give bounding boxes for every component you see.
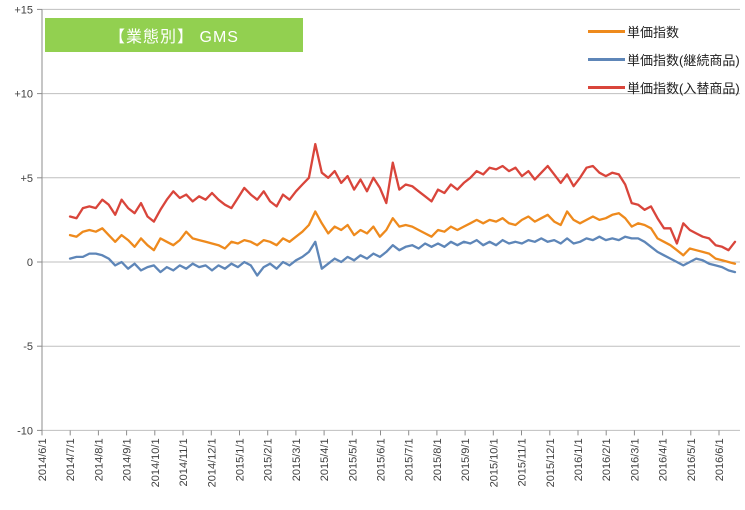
svg-text:2015/10/1: 2015/10/1	[488, 438, 500, 487]
svg-text:-10: -10	[17, 425, 33, 437]
legend-label: 単価指数(継続商品)	[627, 52, 740, 68]
chart-title: 【業態別】 GMS	[109, 29, 239, 46]
legend-line-swatch-blue	[588, 57, 625, 61]
legend-item-unit-price-index: 単価指数	[588, 17, 744, 45]
svg-text:2015/7/1: 2015/7/1	[404, 438, 416, 481]
legend-item-unit-price-index-replacement: 単価指数(入替商品)	[588, 73, 744, 101]
svg-text:2016/4/1: 2016/4/1	[658, 438, 670, 481]
svg-text:2015/5/1: 2015/5/1	[347, 438, 359, 481]
svg-text:2014/10/1: 2014/10/1	[150, 438, 162, 487]
legend-label: 単価指数	[627, 24, 680, 40]
svg-text:2016/5/1: 2016/5/1	[686, 438, 698, 481]
svg-text:2016/1/1: 2016/1/1	[573, 438, 585, 481]
svg-text:2015/6/1: 2015/6/1	[376, 438, 388, 481]
svg-text:2015/11/1: 2015/11/1	[517, 438, 529, 486]
svg-text:2015/8/1: 2015/8/1	[432, 438, 444, 481]
svg-text:2016/3/1: 2016/3/1	[629, 438, 641, 481]
svg-text:2015/9/1: 2015/9/1	[460, 438, 472, 481]
svg-text:+5: +5	[20, 173, 33, 185]
svg-text:-5: -5	[23, 341, 33, 353]
chart-title-box: 【業態別】 GMS	[45, 18, 303, 52]
svg-text:2015/1/1: 2015/1/1	[235, 438, 247, 481]
legend-line-swatch-orange	[588, 29, 625, 33]
svg-text:2014/6/1: 2014/6/1	[37, 438, 49, 481]
svg-text:2014/11/1: 2014/11/1	[178, 438, 190, 486]
svg-text:+10: +10	[14, 89, 33, 101]
svg-text:2015/4/1: 2015/4/1	[319, 438, 331, 481]
svg-text:2015/12/1: 2015/12/1	[545, 438, 557, 487]
svg-text:2015/2/1: 2015/2/1	[263, 438, 275, 481]
legend-line-swatch-red	[588, 85, 625, 89]
legend-item-unit-price-index-continuing: 単価指数(継続商品)	[588, 45, 744, 73]
svg-text:2014/8/1: 2014/8/1	[93, 438, 105, 481]
svg-text:2015/3/1: 2015/3/1	[291, 438, 303, 481]
chart-legend: 単価指数 単価指数(継続商品) 単価指数(入替商品)	[588, 17, 744, 101]
svg-text:2016/6/1: 2016/6/1	[714, 438, 726, 481]
svg-text:+15: +15	[14, 4, 33, 16]
legend-label: 単価指数(入替商品)	[627, 80, 740, 96]
svg-text:2014/9/1: 2014/9/1	[122, 438, 134, 481]
svg-text:2014/7/1: 2014/7/1	[65, 438, 77, 481]
svg-text:0: 0	[27, 257, 33, 269]
svg-text:2016/2/1: 2016/2/1	[601, 438, 613, 481]
svg-text:2014/12/1: 2014/12/1	[206, 438, 218, 487]
